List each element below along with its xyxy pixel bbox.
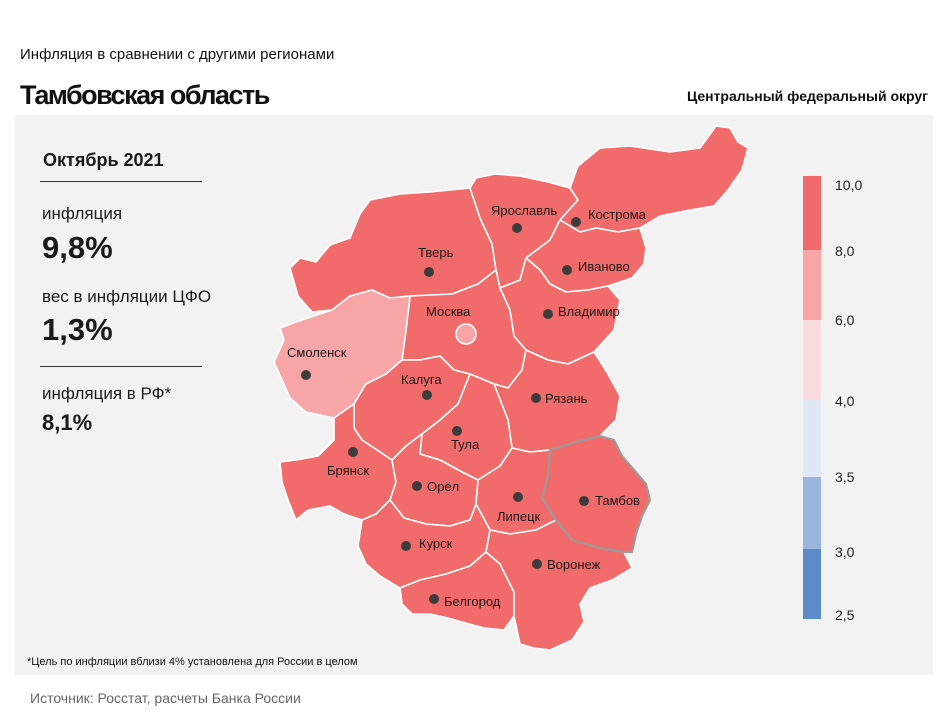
city-tver: Тверь xyxy=(418,245,454,277)
page-subtitle: Инфляция в сравнении с другими регионами xyxy=(20,46,335,63)
district-label: Центральный федеральный округ xyxy=(686,88,928,104)
moscow-city-circle xyxy=(455,323,477,345)
legend-bin-6-8 xyxy=(803,250,821,320)
city-yaroslavl: Ярославль xyxy=(491,203,557,233)
source-note: Источник: Росстат, расчеты Банка России xyxy=(30,690,301,706)
legend-tick-4: 4,0 xyxy=(835,393,855,409)
city-tambov: Тамбов xyxy=(579,493,640,508)
city-label-belgorod: Белгород xyxy=(444,594,501,609)
city-ryazan: Рязань xyxy=(531,391,588,406)
legend-tick-8: 8,0 xyxy=(835,243,855,259)
legend-bin-3.5-4 xyxy=(803,400,821,477)
city-kaluga: Калуга xyxy=(401,372,442,400)
city-label-ryazan: Рязань xyxy=(545,391,588,406)
legend-tick-3: 3,0 xyxy=(835,544,855,560)
legend-bin-4-6 xyxy=(803,320,821,400)
city-label-yaroslavl: Ярославль xyxy=(491,203,557,218)
period-label: Октябрь 2021 xyxy=(43,150,164,170)
city-label-smolensk: Смоленск xyxy=(287,345,347,360)
city-label-orel: Орёл xyxy=(427,479,459,494)
weight-value: 1,3% xyxy=(42,312,113,347)
city-label-lipetsk: Липецк xyxy=(497,509,541,524)
city-label-bryansk: Брянск xyxy=(327,463,369,478)
city-kostroma: Кострома xyxy=(571,207,647,227)
city-label-ivanovo: Иваново xyxy=(578,259,630,274)
footnote: *Цель по инфляции вблизи 4% установлена … xyxy=(27,656,358,668)
rf-inflation-value: 8,1% xyxy=(42,410,93,435)
city-vladimir: Владимир xyxy=(543,304,620,319)
rf-inflation-label: инфляция в РФ* xyxy=(42,384,172,403)
city-smolensk: Смоленск xyxy=(287,345,347,380)
legend-bin-2.5-3 xyxy=(803,549,821,619)
region-vladimir xyxy=(499,257,621,365)
weight-label: вес в инфляции ЦФО xyxy=(42,287,212,306)
divider-top xyxy=(40,181,202,182)
page-title: Тамбовская область xyxy=(20,80,270,110)
city-ivanovo: Иваново xyxy=(562,259,630,275)
city-label-tula: Тула xyxy=(451,437,480,452)
city-voronezh: Воронеж xyxy=(532,557,601,572)
city-label-kostroma: Кострома xyxy=(588,207,647,222)
inflation-label: инфляция xyxy=(42,204,123,223)
city-label-kaluga: Калуга xyxy=(401,372,442,387)
legend-tick-2-5: 2,5 xyxy=(835,607,855,623)
legend-bin-3-3.5 xyxy=(803,477,821,549)
city-lipetsk: Липецк xyxy=(497,492,541,524)
city-moscow: Москва xyxy=(426,304,471,319)
region-shapes xyxy=(273,125,749,651)
region-tambov xyxy=(540,434,652,554)
city-label-kursk: Курск xyxy=(419,536,453,551)
city-label-vladimir: Владимир xyxy=(558,304,620,319)
color-legend: 10,0 8,0 6,0 4,0 3,5 3,0 2,5 xyxy=(803,176,862,623)
inflation-value: 9,8% xyxy=(42,230,113,265)
city-markers: Ярославль Кострома Тверь Иваново Москва … xyxy=(287,203,647,609)
city-label-tver: Тверь xyxy=(418,245,454,260)
region-smolensk xyxy=(273,289,411,419)
city-kursk: Курск xyxy=(401,536,453,551)
city-tula: Тула xyxy=(451,426,480,452)
legend-tick-6: 6,0 xyxy=(835,312,855,328)
region-belgorod xyxy=(399,551,515,631)
legend-tick-10: 10,0 xyxy=(835,177,862,193)
legend-tick-3-5: 3,5 xyxy=(835,469,855,485)
divider-bottom xyxy=(40,366,202,367)
legend-bin-8-10 xyxy=(803,176,821,250)
city-belgorod: Белгород xyxy=(429,594,501,609)
city-label-moscow: Москва xyxy=(426,304,471,319)
city-orel: Орёл xyxy=(412,479,459,494)
city-label-tambov: Тамбов xyxy=(595,493,640,508)
city-bryansk: Брянск xyxy=(327,447,369,478)
city-label-voronezh: Воронеж xyxy=(547,557,601,572)
